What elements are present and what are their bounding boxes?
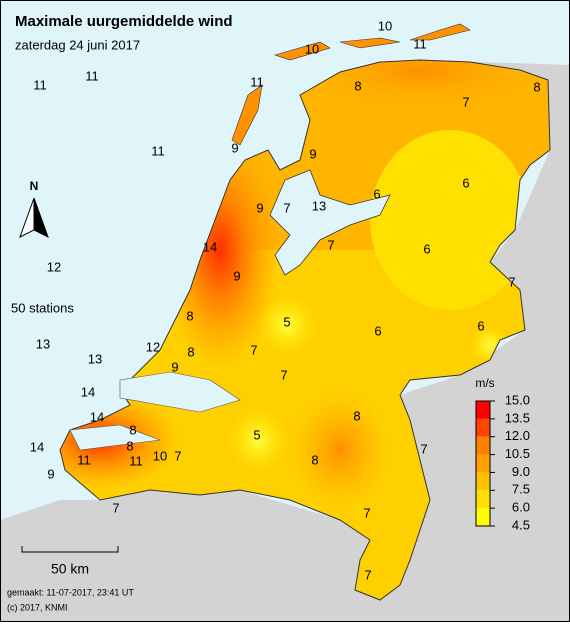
station-value: 13: [36, 336, 50, 351]
footer-made: gemaakt: 11-07-2017, 23:41 UT: [7, 587, 134, 597]
legend-swatch: [476, 508, 490, 526]
station-value: 13: [312, 198, 326, 213]
station-value: 9: [233, 268, 240, 283]
legend-tick-label: 9.0: [512, 464, 530, 479]
station-value: 8: [353, 408, 360, 423]
station-value: 5: [253, 427, 260, 442]
station-value: 8: [186, 308, 193, 323]
station-value: 7: [283, 200, 290, 215]
station-value: 8: [311, 452, 318, 467]
station-value: 6: [423, 241, 430, 256]
scale-bar: [21, 546, 119, 553]
legend-swatch: [476, 454, 490, 473]
station-value: 14: [81, 384, 95, 399]
station-value: 7: [420, 441, 427, 456]
legend-tick-label: 13.5: [505, 410, 530, 425]
station-value: 7: [112, 500, 119, 515]
legend-tick-label: 7.5: [512, 482, 530, 497]
station-value: 9: [171, 359, 178, 374]
station-value: 6: [462, 175, 469, 190]
station-value: 8: [126, 438, 133, 453]
station-value: 7: [363, 505, 370, 520]
station-count: 50 stations: [11, 300, 74, 315]
station-value: 5: [283, 314, 290, 329]
legend-tick-label: 6.0: [512, 500, 530, 515]
legend-tick-label: 4.5: [512, 517, 530, 532]
station-value: 8: [129, 422, 136, 437]
ijsselmeer: [269, 169, 391, 276]
station-value: 6: [373, 186, 380, 201]
station-value: 11: [85, 68, 99, 83]
legend-frame: [475, 400, 491, 527]
station-value: 7: [250, 342, 257, 357]
station-value: 11: [129, 453, 143, 468]
footer-copyright: (c) 2017, KNMI: [7, 602, 68, 612]
station-value: 11: [77, 452, 91, 467]
station-value: 14: [203, 239, 217, 254]
station-value: 10: [153, 448, 167, 463]
legend-tick-label: 10.5: [505, 446, 530, 461]
station-value: 9: [231, 140, 238, 155]
legend-swatch: [476, 436, 490, 455]
station-value: 7: [280, 367, 287, 382]
subtitle: zaterdag 24 juni 2017: [15, 37, 140, 52]
legend-swatch: [476, 490, 490, 509]
station-value: 12: [146, 339, 160, 354]
station-value: 11: [413, 36, 427, 51]
scale-label: 50 km: [51, 561, 89, 577]
station-value: 6: [374, 323, 381, 338]
legend-swatch: [476, 418, 490, 437]
station-value: 9: [47, 466, 54, 481]
station-value: 9: [309, 146, 316, 161]
station-value: 8: [354, 78, 361, 93]
station-value: 10: [305, 41, 319, 56]
station-value: 11: [250, 74, 264, 89]
station-value: 6: [477, 318, 484, 333]
station-value: 7: [174, 448, 181, 463]
station-value: 8: [187, 344, 194, 359]
north-label: N: [30, 179, 39, 193]
north-arrow: [33, 197, 49, 239]
station-value: 10: [378, 18, 392, 33]
station-value: 11: [33, 77, 47, 92]
estuaries: [69, 371, 241, 451]
station-value: 8: [533, 79, 540, 94]
legend-swatch: [476, 401, 490, 419]
legend-tick-label: 12.0: [505, 428, 530, 443]
station-value: 9: [256, 200, 263, 215]
station-value: 7: [364, 567, 371, 582]
islands: [231, 23, 471, 146]
station-value: 12: [47, 259, 61, 274]
station-value: 7: [327, 237, 334, 252]
station-value: 14: [90, 409, 104, 424]
legend-unit: m/s: [475, 376, 494, 390]
title: Maximale uurgemiddelde wind: [15, 13, 233, 30]
legend-swatch: [476, 472, 490, 491]
neighbour-land: [0, 60, 570, 622]
legend-tick-label: 15.0: [505, 392, 530, 407]
station-value: 14: [30, 439, 44, 454]
station-value: 7: [508, 274, 515, 289]
station-value: 11: [151, 143, 165, 158]
legend: 15.0 13.5 12.0 10.5 9.0 7.5 6.0 4.5 m/s: [475, 376, 530, 532]
station-value: 13: [88, 351, 102, 366]
station-value: 7: [462, 94, 469, 109]
